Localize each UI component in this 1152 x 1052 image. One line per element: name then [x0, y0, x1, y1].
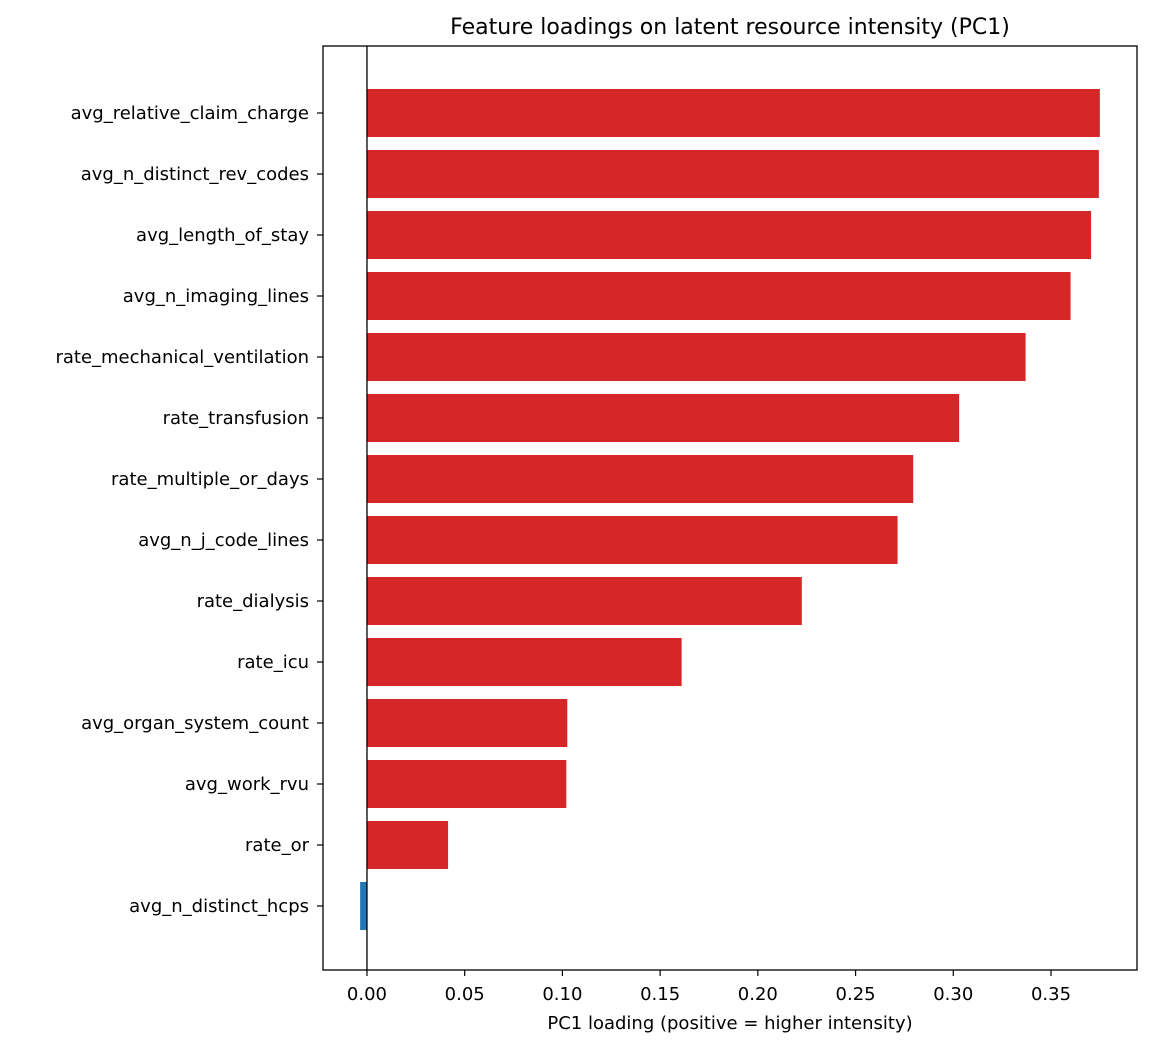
bar-rate_multiple_or_days: [366, 455, 914, 503]
y-tick-label: avg_relative_claim_charge: [71, 103, 309, 124]
bar-avg_n_imaging_lines: [366, 272, 1071, 320]
bar-avg_n_j_code_lines: [366, 516, 898, 564]
x-axis-label: PC1 loading (positive = higher intensity…: [547, 1013, 912, 1034]
bar-rate_icu: [366, 638, 682, 686]
x-tick-label: 0.30: [933, 984, 973, 1005]
x-tick-label: 0.05: [445, 984, 485, 1005]
bar-avg_organ_system_count: [366, 699, 568, 747]
bar-avg_n_distinct_rev_codes: [366, 150, 1099, 198]
y-tick-label: avg_n_imaging_lines: [123, 286, 309, 307]
y-tick-label: avg_length_of_stay: [136, 225, 309, 246]
y-tick-label: rate_mechanical_ventilation: [55, 347, 309, 368]
x-tick-label: 0.35: [1031, 984, 1071, 1005]
x-tick-label: 0.20: [738, 984, 778, 1005]
y-tick-label: rate_multiple_or_days: [111, 469, 309, 490]
y-tick-label: rate_icu: [237, 652, 309, 673]
y-tick-label: avg_n_distinct_hcps: [129, 896, 309, 917]
bar-avg_n_distinct_hcps: [360, 882, 367, 930]
bar-rate_transfusion: [366, 394, 960, 442]
y-tick-label: avg_n_j_code_lines: [138, 530, 309, 551]
y-tick-label: rate_transfusion: [163, 408, 309, 429]
bar-avg_length_of_stay: [366, 211, 1092, 259]
y-tick-label: rate_dialysis: [197, 591, 309, 612]
bar-rate_or: [366, 821, 449, 869]
bar-avg_work_rvu: [366, 760, 567, 808]
bar-rate_dialysis: [366, 577, 802, 625]
chart-title: Feature loadings on latent resource inte…: [450, 15, 1010, 40]
y-tick-label: avg_work_rvu: [185, 774, 309, 795]
y-tick-label: avg_organ_system_count: [81, 713, 309, 734]
x-tick-label: 0.15: [640, 984, 680, 1005]
bar-rate_mechanical_ventilation: [366, 333, 1026, 381]
y-tick-label: rate_or: [245, 835, 310, 856]
x-tick-label: 0.00: [347, 984, 387, 1005]
plot-frame: [322, 45, 1138, 971]
x-tick-label: 0.10: [542, 984, 582, 1005]
x-tick-label: 0.25: [836, 984, 876, 1005]
bar-avg_relative_claim_charge: [366, 89, 1100, 137]
y-tick-label: avg_n_distinct_rev_codes: [81, 164, 309, 185]
